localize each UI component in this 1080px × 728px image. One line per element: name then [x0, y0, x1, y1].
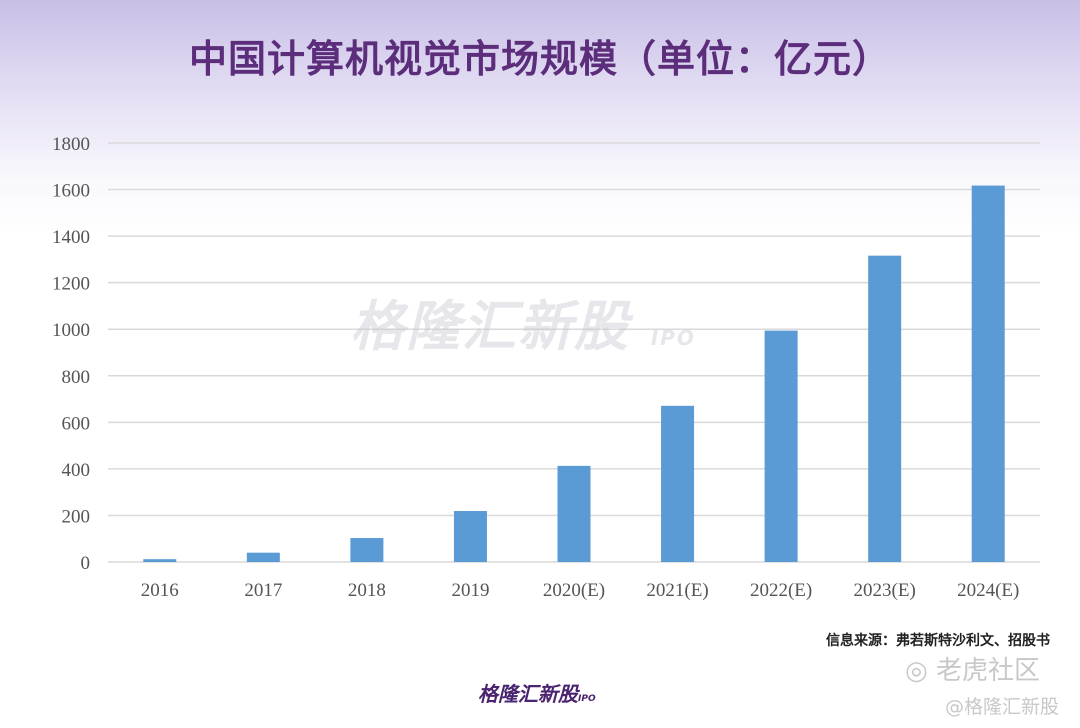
- x-tick-label: 2018: [348, 580, 386, 601]
- bar: [453, 511, 487, 562]
- y-tick-label: 1800: [52, 134, 90, 155]
- bar: [557, 465, 591, 562]
- bar: [143, 559, 177, 562]
- bar: [661, 405, 695, 562]
- logo-ipo: IPO: [578, 694, 596, 704]
- tiger-watermark-text: 老虎社区: [935, 656, 1040, 686]
- tiger-community-watermark: ◎ 老虎社区: [905, 656, 1040, 686]
- bar: [868, 255, 902, 563]
- y-tick-label: 200: [62, 506, 91, 527]
- y-tick-label: 0: [81, 553, 91, 574]
- y-tick-label: 1200: [52, 274, 90, 295]
- source-note: 信息来源：弗若斯特沙利文、招股书: [826, 633, 1050, 649]
- x-tick-label: 2022(E): [750, 580, 812, 601]
- y-tick-label: 400: [62, 460, 91, 481]
- bar: [764, 330, 798, 562]
- watermark: 格隆汇新股 IPO: [350, 282, 696, 361]
- handle-watermark: @格隆汇新股: [945, 696, 1060, 718]
- watermark-ipo: IPO: [650, 326, 696, 350]
- x-tick-label: 2024(E): [957, 580, 1019, 601]
- chart-title: 中国计算机视觉市场规模（单位：亿元）: [188, 37, 891, 81]
- watermark-text: 格隆汇新股: [350, 295, 630, 358]
- y-tick-label: 800: [62, 367, 91, 388]
- bar: [971, 185, 1005, 562]
- y-tick-label: 600: [62, 413, 91, 434]
- y-tick-label: 1000: [52, 320, 90, 341]
- brand-logo: 格隆汇新股IPO: [478, 678, 596, 707]
- bar: [246, 552, 280, 562]
- x-tick-label: 2019: [451, 580, 489, 601]
- bar: [350, 538, 384, 562]
- y-tick-label: 1600: [52, 181, 90, 202]
- x-tick-label: 2021(E): [646, 580, 708, 601]
- x-tick-label: 2023(E): [854, 580, 916, 601]
- x-tick-label: 2016: [141, 580, 179, 601]
- y-tick-label: 1400: [52, 227, 90, 248]
- x-tick-label: 2020(E): [543, 580, 605, 601]
- x-tick-label: 2017: [244, 580, 282, 601]
- logo-text: 格隆汇新股: [478, 682, 578, 706]
